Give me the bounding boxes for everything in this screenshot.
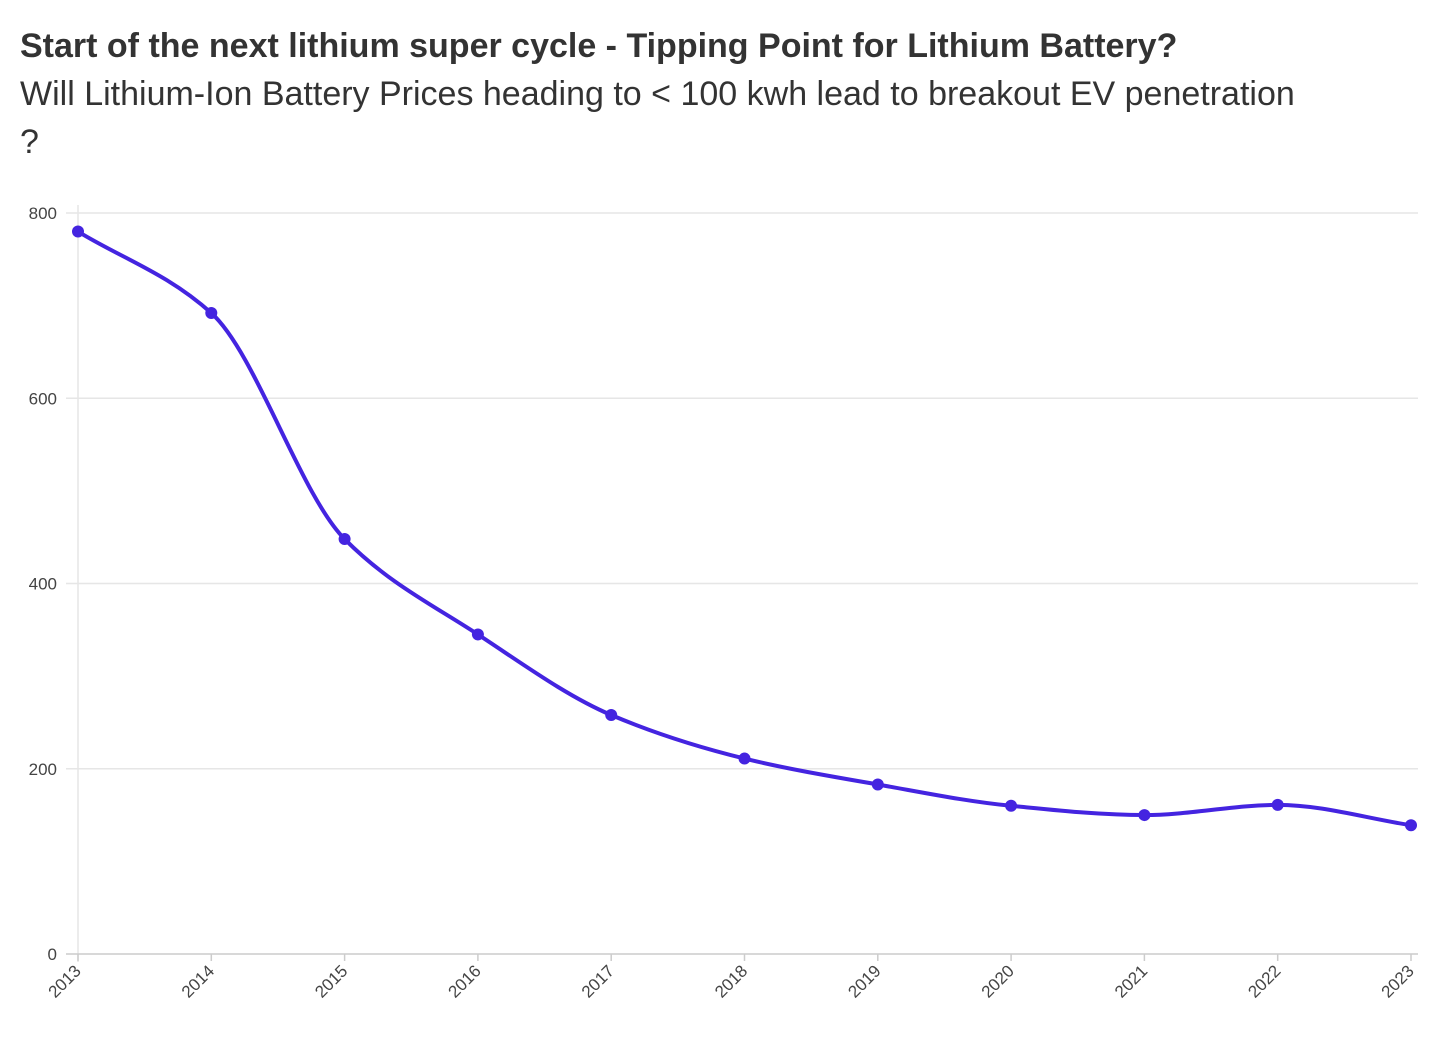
y-tick-label: 400 — [29, 575, 57, 594]
x-tick-label: 2018 — [711, 961, 751, 1001]
data-point-2014[interactable] — [205, 307, 218, 320]
series — [72, 225, 1417, 832]
chart-subtitle: Will Lithium-Ion Battery Prices heading … — [20, 75, 1295, 161]
data-point-2021[interactable] — [1138, 809, 1151, 822]
y-tick-label: 800 — [29, 204, 57, 223]
x-axis-ticks: 2013 2014 2015 2016 2017 2018 2019 2020 2021 2022… — [45, 954, 1418, 1002]
data-point-2023[interactable] — [1405, 819, 1417, 832]
gridlines — [66, 212, 1418, 770]
x-tick-label: 2015 — [311, 961, 351, 1001]
data-point-2022[interactable] — [1271, 798, 1284, 811]
x-tick-label: 2020 — [978, 961, 1018, 1001]
y-tick-label: 200 — [29, 760, 57, 779]
y-axis-ticks: 0 200 400 600 800 — [29, 204, 57, 964]
series-line — [76, 229, 1413, 828]
data-point-2020[interactable] — [1005, 799, 1018, 812]
x-tick-label: 2023 — [1378, 961, 1418, 1001]
x-tick-label: 2021 — [1111, 961, 1151, 1001]
data-point-2017[interactable] — [605, 709, 618, 722]
x-tick-label: 2016 — [445, 961, 485, 1001]
data-point-2016[interactable] — [471, 628, 484, 641]
x-tick-label: 2013 — [45, 961, 85, 1001]
x-tick-label: 2017 — [578, 961, 618, 1001]
x-tick-label: 2022 — [1244, 961, 1284, 1001]
data-point-2018[interactable] — [738, 752, 751, 765]
axes — [66, 205, 1418, 962]
x-tick-label: 2014 — [178, 961, 218, 1001]
x-tick-label: 2019 — [844, 961, 884, 1001]
data-point-2013[interactable] — [72, 225, 84, 238]
data-point-2015[interactable] — [338, 533, 351, 546]
y-tick-label: 600 — [29, 389, 57, 408]
data-point-2019[interactable] — [871, 778, 884, 791]
chart-title: Start of the next lithium super cycle - … — [20, 27, 1178, 65]
y-tick-label: 0 — [48, 945, 57, 964]
